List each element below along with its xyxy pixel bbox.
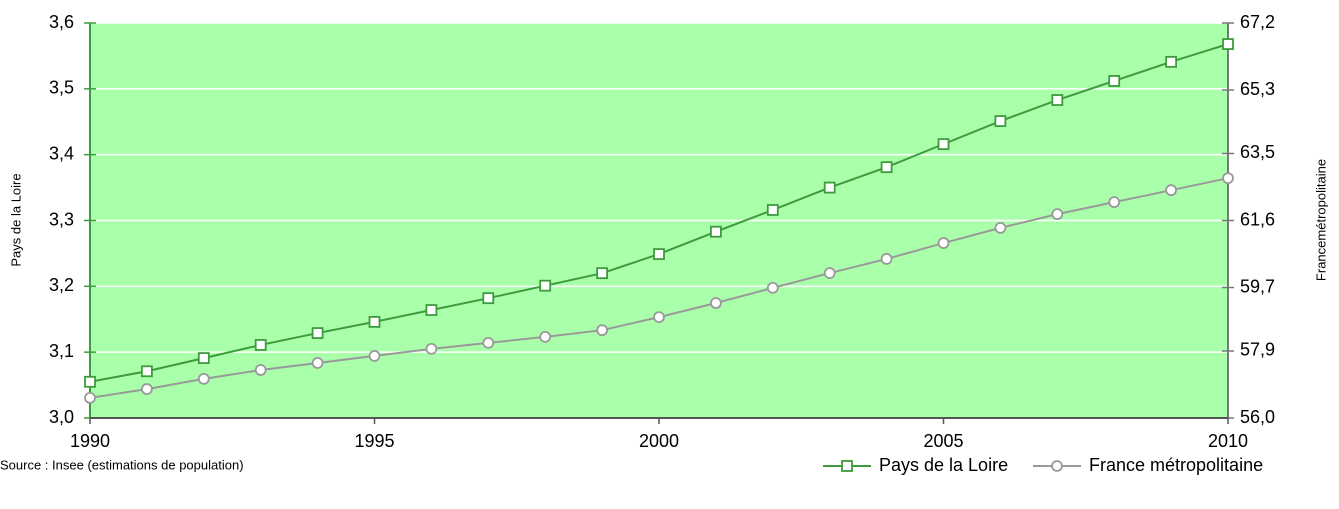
- legend-marker: [1051, 460, 1063, 472]
- x-tick-label: 2010: [1208, 431, 1248, 451]
- data-point: [937, 138, 950, 151]
- data-point: [1108, 75, 1121, 87]
- data-point: [84, 375, 96, 388]
- y-tick-label: 3,0: [49, 407, 74, 427]
- data-point: [1165, 55, 1177, 68]
- data-point: [1051, 94, 1064, 106]
- data-point: [368, 315, 381, 328]
- data-point: [880, 253, 893, 265]
- data-point: [311, 357, 324, 369]
- source-note: Source : Insee (estimations de populatio…: [0, 457, 244, 472]
- data-point: [311, 327, 324, 339]
- data-point: [539, 330, 552, 343]
- data-point: [140, 365, 153, 378]
- data-point: [880, 161, 893, 174]
- data-point: [766, 204, 779, 216]
- data-point: [482, 292, 495, 305]
- data-point: [197, 372, 210, 385]
- data-point: [425, 342, 438, 355]
- data-point: [539, 279, 552, 292]
- data-point: [254, 339, 267, 351]
- data-point: [425, 304, 438, 316]
- y2-tick-label: 57,9: [1240, 340, 1275, 360]
- data-point: [1108, 196, 1121, 209]
- data-point: [140, 383, 153, 395]
- data-point: [994, 115, 1007, 127]
- y2-tick-label: 63,5: [1240, 142, 1275, 162]
- x-tick-label: 1995: [354, 431, 394, 451]
- data-point: [653, 248, 665, 260]
- y2-tick-label: 56,0: [1240, 407, 1275, 427]
- y-axis-title: Pays de la Loire: [8, 173, 23, 266]
- data-point: [1051, 208, 1064, 221]
- y-tick-label: 3,2: [49, 275, 74, 295]
- data-point: [1165, 184, 1177, 197]
- data-point: [197, 352, 210, 364]
- x-tick-label: 1990: [70, 431, 110, 451]
- y-tick-label: 3,6: [49, 12, 74, 32]
- legend-marker: [841, 460, 853, 472]
- y-tick-label: 3,3: [49, 209, 74, 229]
- data-point: [1222, 38, 1234, 50]
- data-point: [937, 237, 950, 249]
- data-point: [84, 391, 96, 404]
- data-point: [653, 311, 665, 324]
- data-point: [710, 225, 722, 238]
- x-tick-label: 2000: [639, 431, 679, 451]
- data-point: [254, 364, 267, 376]
- data-point: [994, 222, 1007, 234]
- y-tick-label: 3,1: [49, 341, 74, 361]
- data-point: [823, 267, 836, 279]
- data-point: [482, 336, 495, 349]
- y2-tick-label: 61,6: [1240, 209, 1275, 229]
- legend-label: France métropolitaine: [1089, 455, 1263, 475]
- y-tick-label: 3,4: [49, 143, 74, 163]
- data-point: [368, 350, 381, 362]
- x-tick-label: 2005: [923, 431, 963, 451]
- data-point: [823, 181, 836, 194]
- data-point: [596, 267, 608, 280]
- y2-tick-label: 59,7: [1240, 276, 1275, 296]
- y2-tick-label: 65,3: [1240, 79, 1275, 99]
- y-tick-label: 3,5: [49, 78, 74, 98]
- data-point: [1222, 172, 1234, 185]
- y2-axis-title: Francemétropolitaine: [1313, 159, 1328, 281]
- legend-label: Pays de la Loire: [879, 455, 1008, 475]
- data-point: [766, 281, 779, 294]
- data-point: [596, 324, 608, 337]
- data-point: [710, 297, 722, 309]
- y2-tick-label: 67,2: [1240, 12, 1275, 32]
